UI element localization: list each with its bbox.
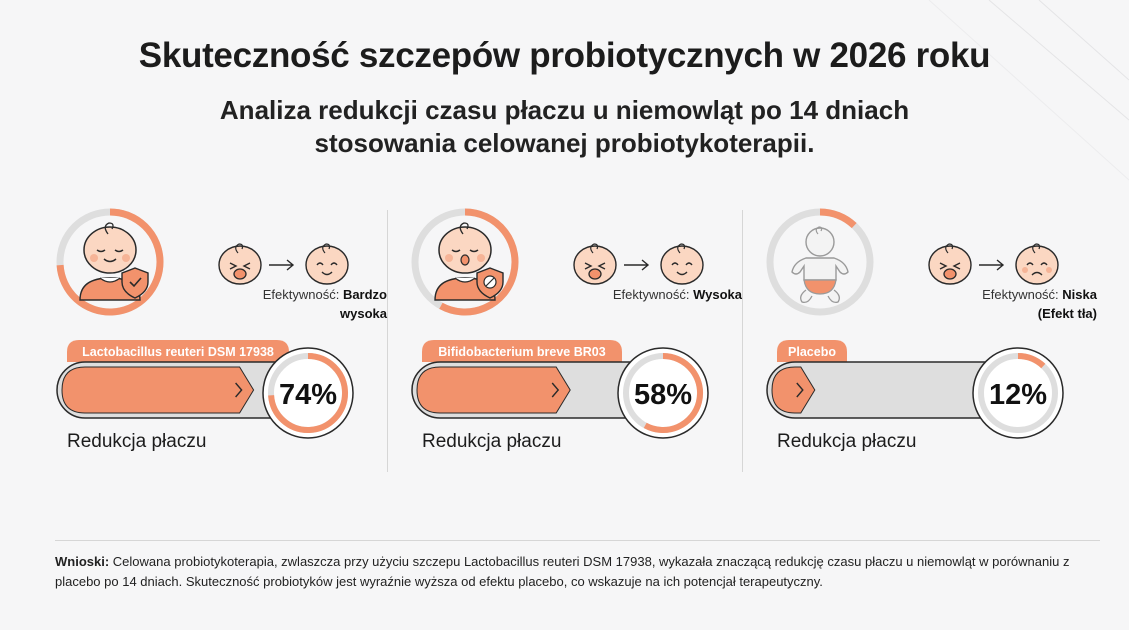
- crying-baby-face-icon: [928, 243, 972, 285]
- efficacy: Efektywność: Bardzo wysoka: [187, 285, 387, 323]
- conclusion-label: Wnioski:: [55, 554, 110, 569]
- strain-card-graphic: Lactobacillus reuteri DSM 17938 74% Redu…: [56, 208, 354, 452]
- avatar-ring-progress: [819, 208, 857, 229]
- efficacy-value: Wysoka: [693, 287, 742, 302]
- panel-divider: [742, 210, 743, 472]
- sad-baby-face-icon: [1015, 243, 1059, 285]
- efficacy-value-cont: wysoka: [340, 306, 387, 321]
- efficacy-value: Bardzo: [342, 287, 387, 302]
- crying-baby-face-icon: [573, 243, 617, 285]
- percent-ring-progress: [643, 353, 704, 433]
- strain-card: Placebo 12% Redukcja płaczu Efektywność:…: [765, 205, 1105, 475]
- metric-label: Redukcja płaczu: [67, 431, 206, 452]
- strain-card: Lactobacillus reuteri DSM 17938 74% Redu…: [55, 205, 395, 475]
- efficacy: Efektywność: Wysoka: [542, 285, 742, 304]
- strain-card-graphic: Placebo 12% Redukcja płaczu: [766, 208, 1064, 452]
- metric-label: Redukcja płaczu: [777, 431, 916, 452]
- conclusion: Wnioski: Celowana probiotykoterapia, zwl…: [55, 552, 1075, 592]
- crying-baby-face-icon: [218, 243, 262, 285]
- strain-tag-bg: [67, 340, 289, 362]
- strain-name: Bifidobacterium breve BR03: [438, 345, 605, 359]
- efficacy-label: Efektywność:: [982, 287, 1059, 302]
- progress-bar-fill: [61, 366, 255, 414]
- percent-value: 58%: [634, 379, 692, 411]
- subtitle-line: Analiza redukcji czasu płaczu u niemowlą…: [219, 95, 910, 125]
- happy-baby-face-icon: [660, 243, 704, 285]
- page-title: Skuteczność szczepów probiotycznych w 20…: [138, 36, 991, 75]
- baby-pacifier-shield-icon: [434, 222, 504, 301]
- strain-tag-bg: [422, 340, 622, 362]
- efficacy-value-cont: (Efekt tła): [1037, 306, 1097, 321]
- arrow-right-icon: [624, 259, 650, 271]
- chevron-right-icon: [235, 382, 243, 398]
- strain-name: Placebo: [788, 345, 836, 359]
- arrow-right-icon: [979, 259, 1005, 271]
- percent-badge: [972, 347, 1064, 439]
- happy-baby-face-icon: [305, 243, 349, 285]
- percent-ring-progress: [1017, 353, 1046, 369]
- efficacy-label: Efektywność:: [612, 287, 690, 302]
- chevron-right-icon: [796, 382, 804, 398]
- conclusion-text: Celowana probiotykoterapia, zwlaszcza pr…: [55, 554, 1070, 589]
- panel-divider: [387, 210, 388, 472]
- chevron-right-icon: [551, 382, 560, 398]
- footer-divider: [55, 540, 1100, 541]
- percent-badge: [262, 347, 354, 439]
- efficacy: Efektywność: Niska (Efekt tła): [897, 285, 1097, 323]
- arrow-right-icon: [269, 259, 295, 271]
- efficacy-label: Efektywność:: [262, 287, 340, 302]
- progress-bar-fill: [416, 366, 571, 414]
- avatar-ring-track: [766, 208, 874, 316]
- strain-name: Lactobacillus reuteri DSM 17938: [82, 345, 274, 359]
- efficacy-value: Niska: [1062, 287, 1097, 302]
- subtitle-line: stosowania celowanej probiotykoterapii.: [314, 128, 815, 158]
- decorative-lines: [928, 0, 1129, 181]
- sleeping-baby-shield-check-icon: [79, 222, 149, 301]
- page-subtitle: Analiza redukcji czasu płaczu u niemowlą…: [0, 94, 1129, 160]
- strain-card-graphic: Bifidobacterium breve BR03 58% Redukcja …: [411, 208, 709, 452]
- avatar-ring-progress: [56, 208, 164, 316]
- percent-ring-progress: [268, 353, 348, 433]
- baby-outline-diaper-icon: [791, 226, 849, 304]
- progress-bar-fill: [771, 366, 816, 414]
- strain-card: Bifidobacterium breve BR03 58% Redukcja …: [410, 205, 750, 475]
- percent-badge: [617, 347, 709, 439]
- metric-label: Redukcja płaczu: [422, 431, 561, 452]
- percent-value: 12%: [989, 379, 1047, 411]
- avatar-ring-progress: [439, 208, 519, 316]
- strain-tag-bg: [777, 340, 847, 362]
- percent-value: 74%: [279, 379, 337, 411]
